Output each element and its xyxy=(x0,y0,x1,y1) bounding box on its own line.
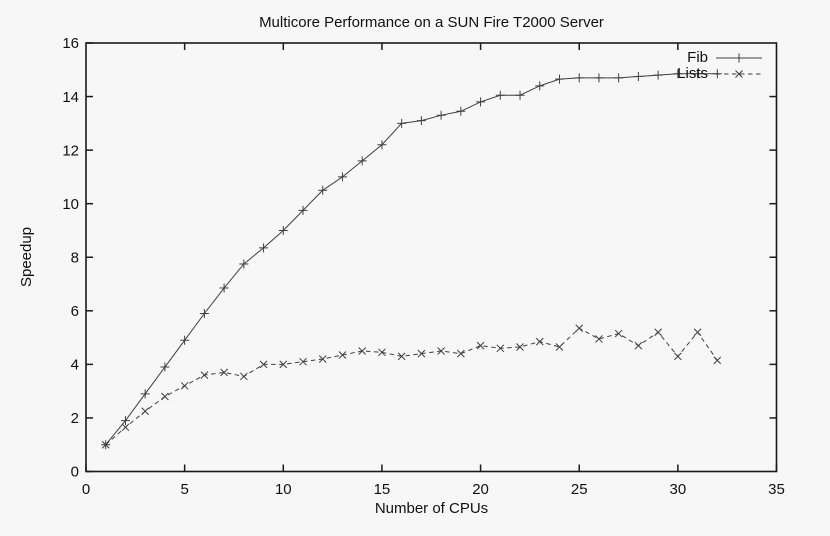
y-tick-label: 4 xyxy=(71,357,79,374)
x-tick-label: 20 xyxy=(472,481,489,498)
x-tick-label: 5 xyxy=(180,481,188,498)
tick-labels: 0 5 10 15 20 25 30 35 0 2 4 6 8 10 12 14 16 xyxy=(62,35,785,498)
legend-label-fib: Fib xyxy=(687,49,708,66)
plot-frame xyxy=(85,42,778,473)
x-tick-label: 0 xyxy=(82,481,90,498)
y-tick-label: 2 xyxy=(71,410,79,427)
x-tick-label: 30 xyxy=(670,481,687,498)
x-tick-label: 35 xyxy=(768,481,785,498)
y-tick-label: 10 xyxy=(62,196,79,213)
y-tick-label: 14 xyxy=(62,89,79,106)
series-fib xyxy=(101,69,722,450)
legend-sample-fib-line xyxy=(716,53,762,63)
y-tick-label: 12 xyxy=(62,142,79,159)
legend-sample-lists-line xyxy=(716,70,762,78)
x-tick-label: 15 xyxy=(374,481,391,498)
chart-title: Multicore Performance on a SUN Fire T200… xyxy=(259,14,604,31)
legend-label-lists: Lists xyxy=(677,65,708,82)
y-axis-label: Speedup xyxy=(18,226,35,288)
x-axis-label: Number of CPUs xyxy=(374,500,489,517)
y-tick-label: 16 xyxy=(62,35,79,52)
axis-ticks xyxy=(85,42,778,473)
y-tick-label: 8 xyxy=(71,249,79,266)
series-lists xyxy=(101,324,722,449)
y-tick-label: 0 xyxy=(71,464,79,481)
x-tick-label: 10 xyxy=(275,481,292,498)
x-tick-label: 25 xyxy=(571,481,588,498)
y-tick-label: 6 xyxy=(71,303,79,320)
